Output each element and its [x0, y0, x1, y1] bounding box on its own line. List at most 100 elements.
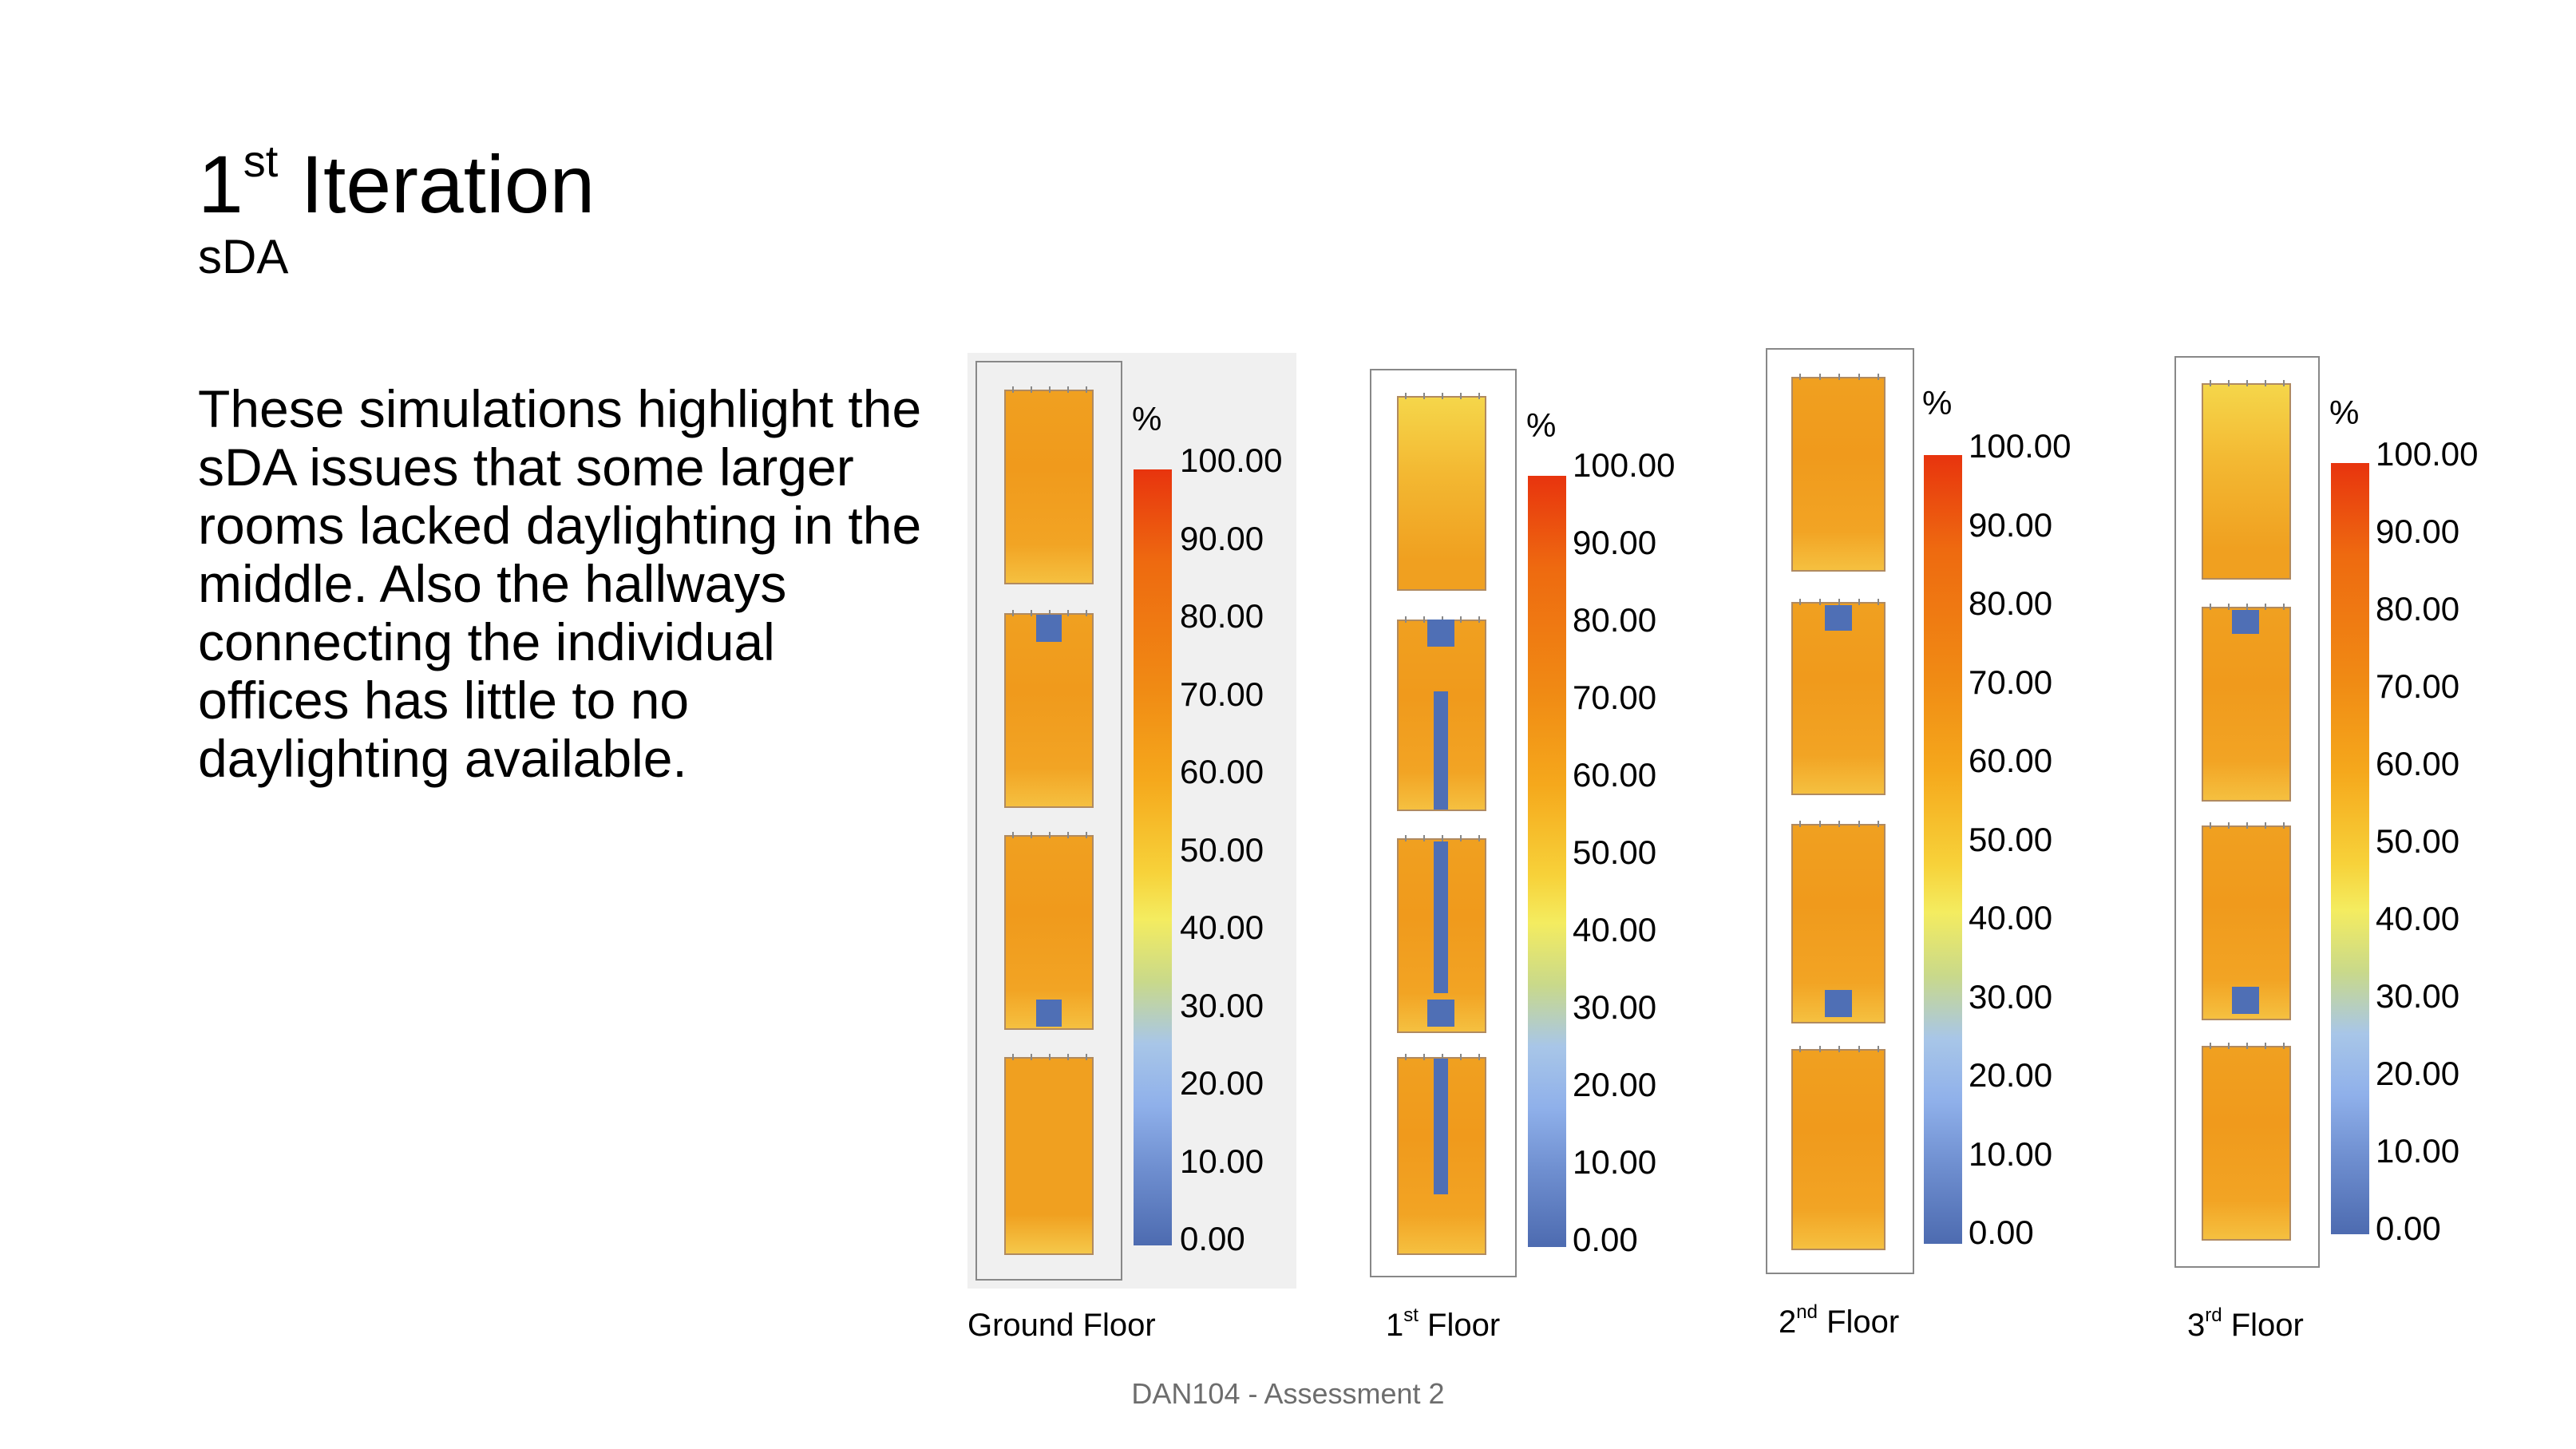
window-mark: [2228, 604, 2230, 610]
window-mark: [1878, 821, 1879, 827]
legend-tick-label: 0.00: [1573, 1221, 1638, 1258]
room: [1004, 610, 1094, 808]
legend-tick-label: 90.00: [1573, 524, 1657, 561]
floor-label-third: 3rd Floor: [2187, 1304, 2304, 1343]
legend-tick-label: 40.00: [1573, 911, 1657, 948]
window-mark: [1838, 374, 1840, 380]
floor-label-first: 1st Floor: [1386, 1304, 1501, 1343]
stair-core: [1825, 990, 1852, 1017]
legend-tick-label: 60.00: [1180, 753, 1264, 790]
window-mark: [1405, 1054, 1407, 1060]
legend-unit: %: [1922, 384, 1953, 422]
footer-text: DAN104 - Assessment 2: [1131, 1377, 1445, 1410]
window-mark: [1799, 1046, 1801, 1052]
window-mark: [1031, 1054, 1032, 1060]
room: [1791, 1046, 1886, 1250]
legend-tick-label: 50.00: [1180, 830, 1264, 869]
window-mark: [1031, 386, 1032, 393]
window-mark: [1067, 386, 1069, 393]
legend-tick-label: 30.00: [2376, 977, 2460, 1015]
window-mark: [1067, 832, 1069, 838]
window-mark: [1442, 835, 1443, 841]
window-mark: [1442, 1054, 1443, 1060]
legend-tick-label: 100.00: [1969, 427, 2071, 465]
window-mark: [1818, 599, 1821, 605]
window-mark: [1086, 832, 1087, 838]
legend-tick-label: 70.00: [1180, 675, 1264, 713]
window-mark: [1838, 1046, 1840, 1052]
window-mark: [1460, 835, 1462, 841]
window-mark: [1858, 1046, 1860, 1052]
slide-subtitle: sDA: [198, 230, 289, 283]
window-mark: [1012, 1054, 1014, 1060]
window-mark: [1423, 1054, 1425, 1060]
window-mark: [1086, 610, 1087, 616]
legend-tick-label: 10.00: [1969, 1134, 2053, 1173]
legend-tick-label: 80.00: [1180, 597, 1264, 635]
legend-tick-label: 10.00: [2376, 1132, 2460, 1170]
window-mark: [1405, 835, 1407, 841]
window-mark: [1049, 1054, 1051, 1060]
window-mark: [1460, 393, 1462, 399]
window-mark: [1478, 393, 1480, 399]
window-mark: [1818, 374, 1821, 380]
color-scale-bar: [1924, 455, 1962, 1244]
window-mark: [1878, 374, 1879, 380]
legend-tick-label: 20.00: [1573, 1066, 1657, 1103]
floor-frame: [975, 361, 1122, 1281]
window-mark: [2210, 604, 2211, 610]
window-mark: [2265, 1043, 2266, 1049]
window-mark: [1086, 386, 1087, 393]
window-mark: [1067, 610, 1069, 616]
floor-frame: [1370, 369, 1517, 1277]
window-mark: [1423, 616, 1425, 623]
legend-tick-label: 80.00: [1573, 601, 1657, 639]
room: [1791, 599, 1886, 795]
window-mark: [2283, 380, 2285, 386]
stair-core: [1036, 1000, 1062, 1027]
window-mark: [1460, 616, 1462, 623]
room: [1004, 832, 1094, 1030]
legend-tick-label: 100.00: [1573, 446, 1676, 484]
room: [1791, 374, 1886, 572]
title-number: 1: [198, 139, 243, 230]
slide-title: 1st Iteration: [198, 139, 595, 226]
window-mark: [1442, 393, 1443, 399]
legend-tick-label: 70.00: [2376, 667, 2460, 705]
window-mark: [1031, 610, 1032, 616]
hallway: [1434, 691, 1448, 810]
window-mark: [1460, 1054, 1462, 1060]
window-mark: [2246, 380, 2248, 386]
hallway: [1434, 1059, 1448, 1194]
window-mark: [2210, 1043, 2211, 1049]
stair-core: [1427, 620, 1454, 647]
window-mark: [1049, 610, 1051, 616]
window-mark: [1478, 1054, 1480, 1060]
room: [1397, 393, 1486, 591]
title-text: Iteration: [278, 139, 596, 230]
legend-tick-label: 70.00: [1969, 663, 2053, 701]
window-mark: [1405, 616, 1407, 623]
legend-tick-label: 60.00: [1969, 742, 2053, 779]
window-mark: [1012, 386, 1014, 393]
window-mark: [1878, 1046, 1879, 1052]
window-mark: [1478, 616, 1480, 623]
window-mark: [2228, 822, 2230, 829]
stair-core: [2232, 987, 2259, 1014]
color-scale-bar: [2331, 463, 2369, 1234]
legend-tick-label: 80.00: [1969, 584, 2053, 622]
legend-unit: %: [1132, 400, 1162, 437]
window-mark: [2265, 822, 2266, 829]
legend-tick-label: 30.00: [1573, 988, 1657, 1026]
window-mark: [2246, 822, 2248, 829]
room: [1004, 1054, 1094, 1255]
floor-label-ground: Ground Floor: [967, 1308, 1156, 1343]
legend-tick-label: 40.00: [2376, 900, 2460, 937]
legend-tick-label: 80.00: [2376, 590, 2460, 628]
window-mark: [1405, 393, 1407, 399]
legend-tick-label: 40.00: [1180, 909, 1264, 946]
window-mark: [2265, 604, 2266, 610]
legend-tick-label: 30.00: [1969, 977, 2053, 1015]
legend-tick-label: 0.00: [2376, 1209, 2441, 1247]
color-scale-bar: [1134, 469, 1172, 1245]
